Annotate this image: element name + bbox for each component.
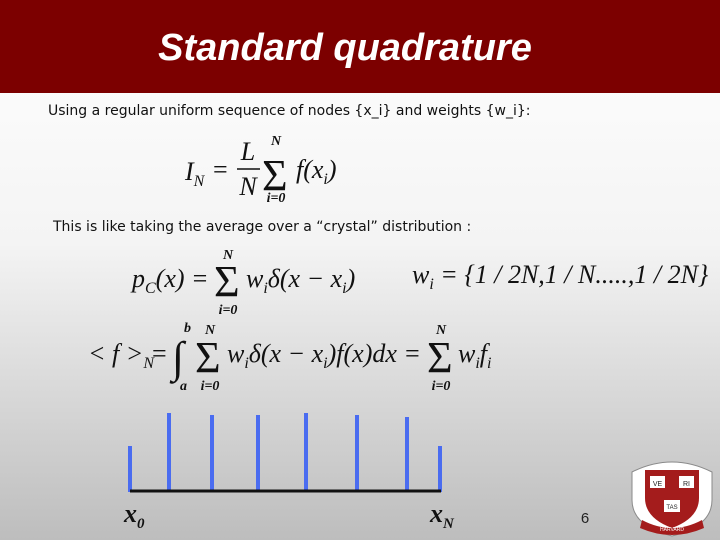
eq-token: i=0 xyxy=(432,379,451,394)
eq-token: pC(x) = xyxy=(130,264,209,297)
eq-token: N xyxy=(222,248,234,263)
eq-token: N xyxy=(435,323,447,338)
equation-3: wi = {1 / 2N,1 / N.....,1 / 2N} xyxy=(412,260,709,293)
logo-text: VE xyxy=(653,481,663,488)
eq-token: f(xi) xyxy=(296,155,337,188)
eq-token: = xyxy=(152,339,167,368)
title-bar xyxy=(0,0,720,93)
eq-token: wiδ(x − xi)f(x)dx = xyxy=(227,339,421,372)
logo: VE RI TAS HARVARD xyxy=(631,461,713,537)
eq-token: wifi xyxy=(458,339,491,372)
logo-book xyxy=(664,500,680,512)
eq-token: i=0 xyxy=(201,379,220,394)
logo-book xyxy=(679,476,694,488)
equation-2: pC(x) = Σ N i=0 wiδ(x − xi) xyxy=(130,248,355,318)
eq-token: i=0 xyxy=(267,191,286,206)
intro-text: Using a regular uniform sequence of node… xyxy=(48,103,530,119)
logo-text: HARVARD xyxy=(660,527,684,533)
eq-token: Σ xyxy=(214,257,240,306)
page-number: 6 xyxy=(581,510,589,527)
equation-4: < f >N = ∫ b a Σ N i=0 wiδ(x − xi)f(x)dx… xyxy=(88,321,491,394)
title: Standard quadrature xyxy=(158,27,532,69)
eq-token: IN xyxy=(184,157,206,190)
logo-ribbon xyxy=(640,520,704,535)
equation-1: IN = L N Σ N i=0 f(xi) xyxy=(184,134,337,206)
eq-token: N xyxy=(238,172,258,201)
eq-token: b xyxy=(184,321,191,336)
logo-text: RI xyxy=(683,481,690,488)
x-start-label: x0 xyxy=(123,499,145,532)
crystal-sticks xyxy=(128,413,442,492)
crystal-text: This is like taking the average over a “… xyxy=(52,219,471,235)
eq-token: = xyxy=(213,155,228,184)
eq-token: N xyxy=(270,134,282,149)
eq-token: Σ xyxy=(427,333,453,382)
eq-token: a xyxy=(180,379,187,394)
logo-text: TAS xyxy=(666,505,677,511)
eq-token: i=0 xyxy=(219,303,238,318)
eq-token: ∫ xyxy=(169,333,187,384)
eq-token: Σ xyxy=(195,333,221,382)
eq-token: wiδ(x − xi) xyxy=(246,264,355,297)
eq-token: < f >N xyxy=(88,339,155,372)
eq-token: Σ xyxy=(262,151,288,200)
eq-token: N xyxy=(204,323,216,338)
logo-book xyxy=(650,476,665,488)
x-end-label: xN xyxy=(429,499,455,532)
eq-token: L xyxy=(240,137,255,166)
